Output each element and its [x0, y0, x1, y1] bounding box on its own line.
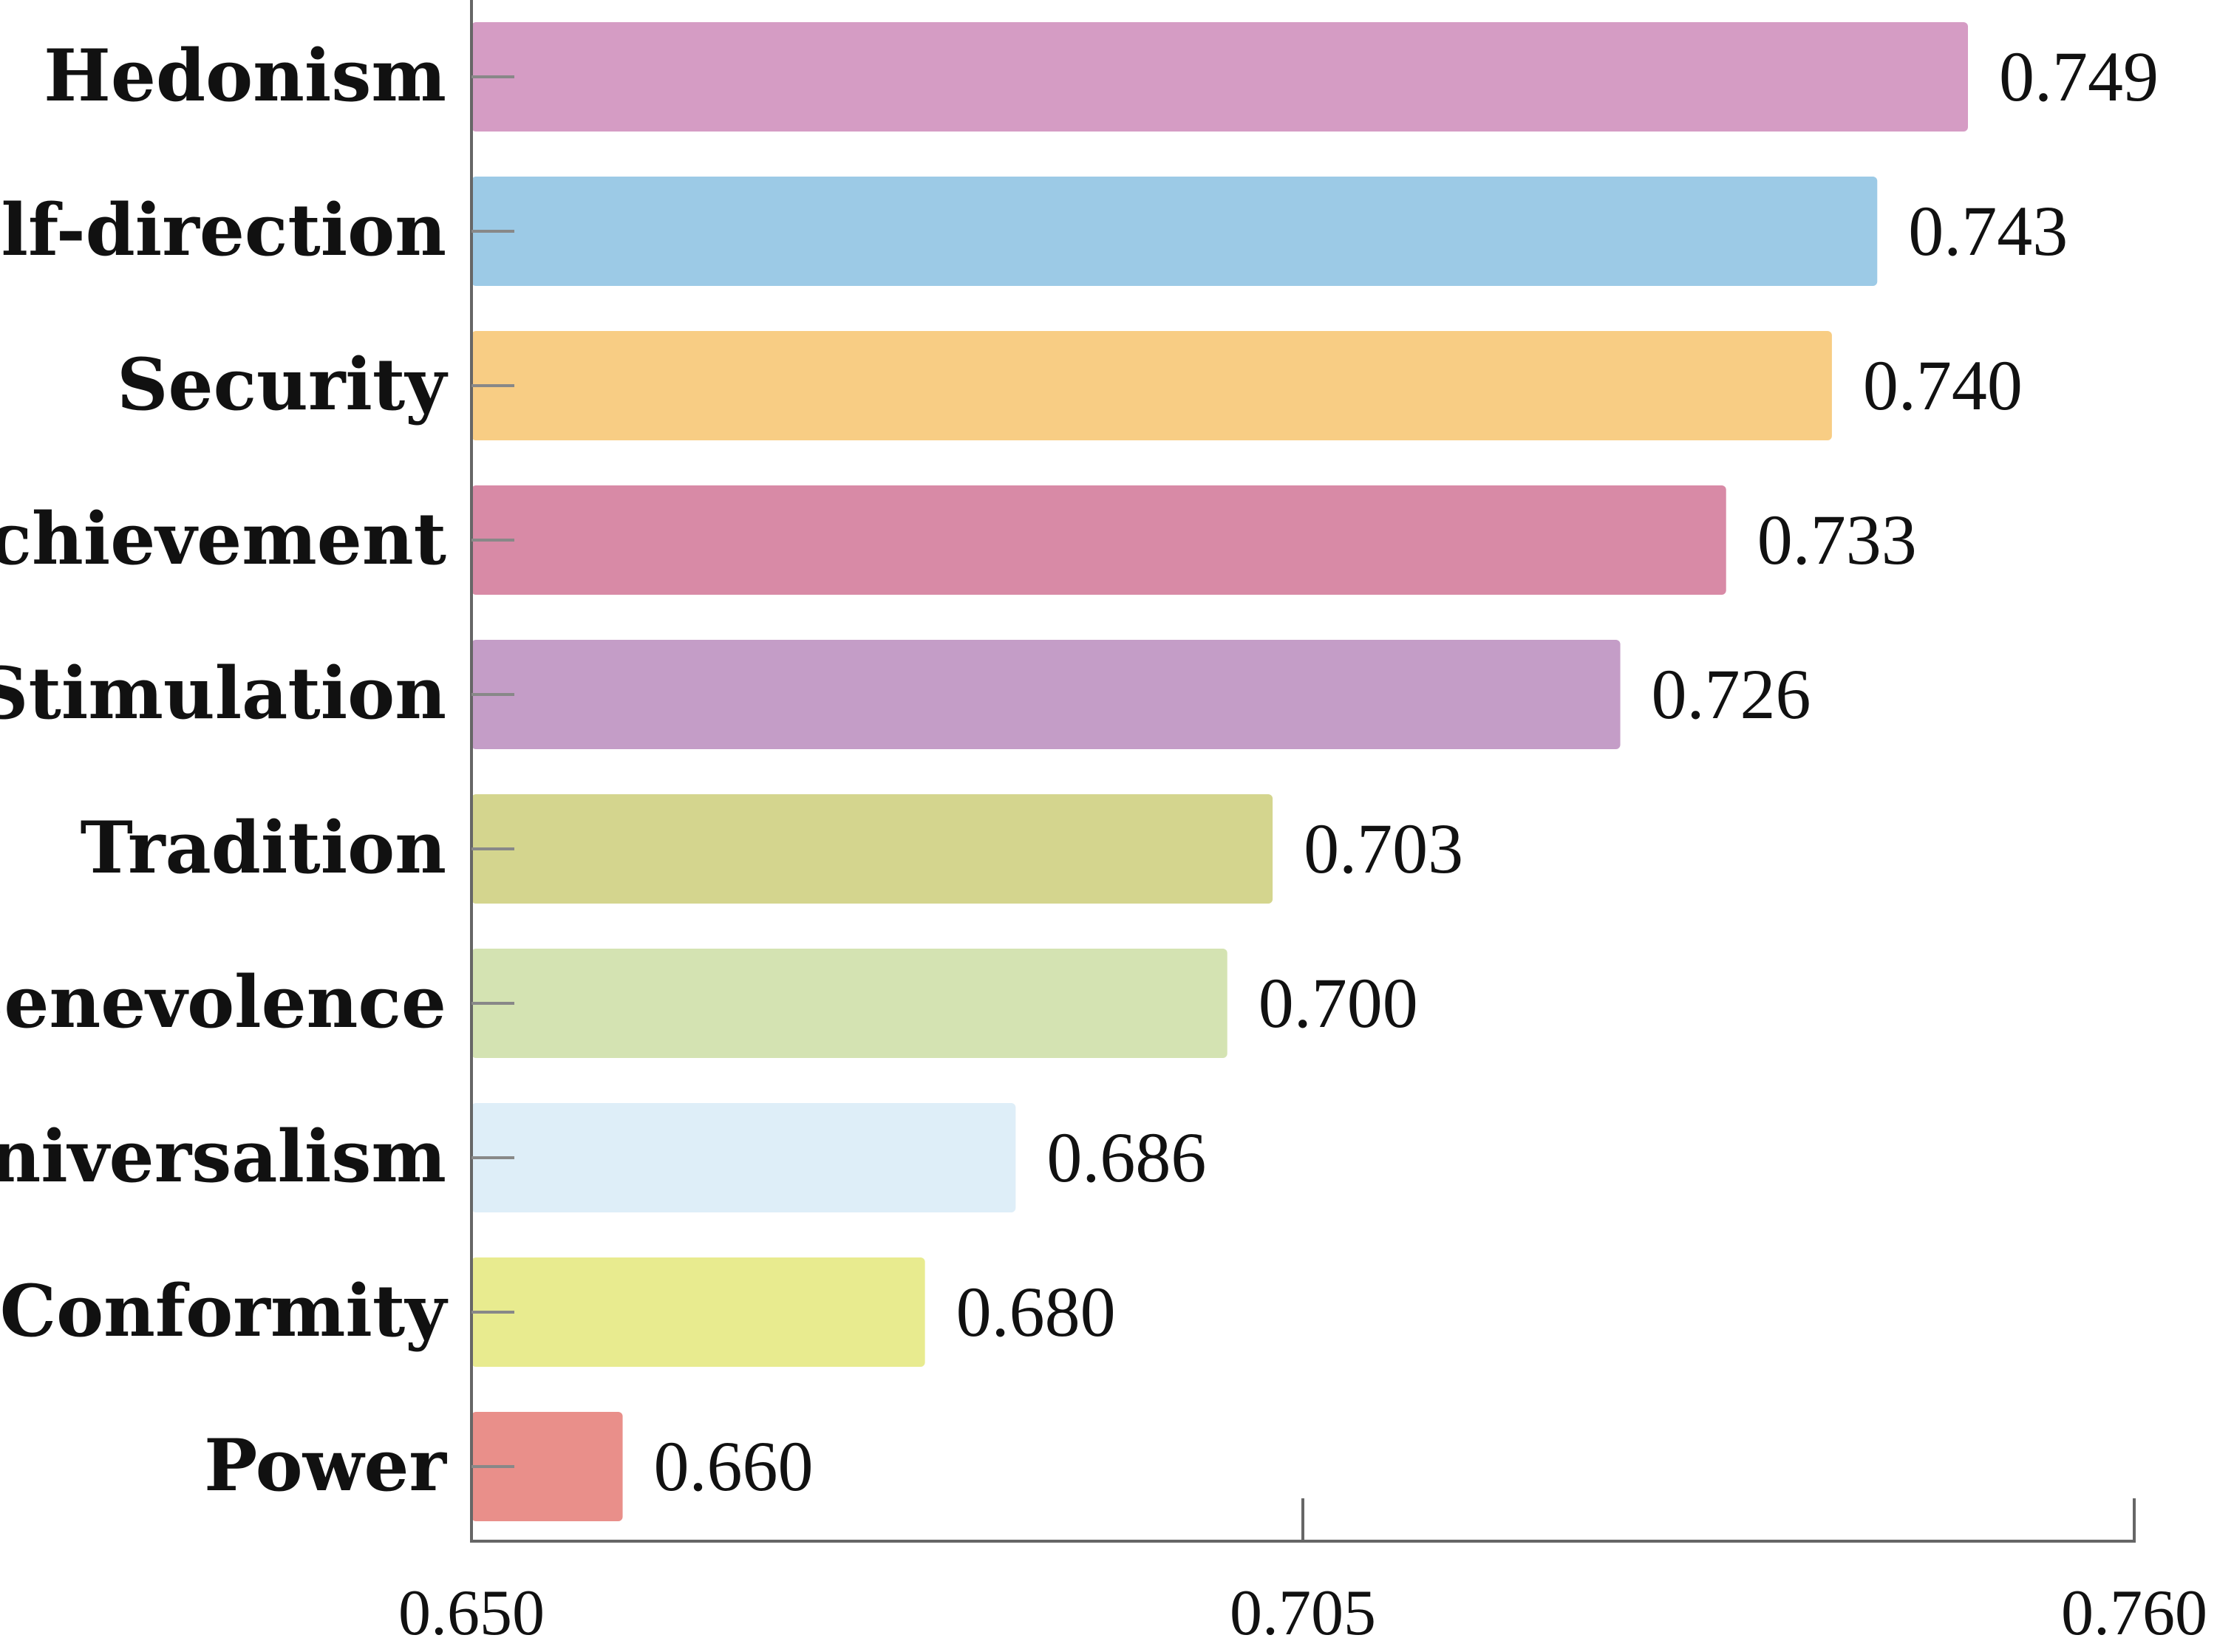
- category-label: Conformity: [0, 1269, 449, 1353]
- value-label: 0.680: [956, 1272, 1116, 1351]
- bars-group: [471, 22, 1968, 1521]
- labels-group: Hedonism 0.749 Self-direction 0.743 Security…: [0, 34, 2207, 1649]
- category-label: Power: [204, 1424, 447, 1507]
- category-label: Stimulation: [0, 652, 446, 735]
- category-label: Benevolence: [0, 960, 446, 1044]
- x-tick-label: 0.650: [398, 1577, 545, 1649]
- bar-power: [471, 1412, 623, 1521]
- category-label: Security: [117, 343, 449, 426]
- bar-stimulation: [471, 640, 1621, 749]
- category-label: Tradition: [81, 806, 446, 890]
- bar-conformity: [471, 1257, 925, 1367]
- value-label: 0.703: [1304, 809, 1463, 888]
- x-tick-label: 0.760: [2061, 1577, 2207, 1649]
- value-label: 0.743: [1908, 191, 2068, 270]
- value-label: 0.700: [1259, 963, 1418, 1042]
- bar-hedonism: [471, 22, 1968, 132]
- category-label: Self-direction: [0, 188, 446, 272]
- value-label: 0.733: [1757, 500, 1917, 579]
- value-label: 0.740: [1863, 346, 2023, 425]
- category-label: Achievement: [0, 497, 446, 581]
- value-label: 0.686: [1046, 1118, 1206, 1197]
- bar-universalism: [471, 1103, 1016, 1212]
- bar-achievement: [471, 485, 1726, 595]
- value-label: 0.660: [654, 1427, 814, 1506]
- x-tick-label: 0.705: [1230, 1577, 1376, 1649]
- value-label: 0.749: [1999, 37, 2159, 116]
- bar-benevolence: [471, 949, 1227, 1058]
- category-label: Hedonism: [44, 34, 446, 117]
- value-label: 0.726: [1652, 655, 1811, 734]
- bar-self-direction: [471, 177, 1878, 286]
- bar-tradition: [471, 794, 1273, 904]
- category-label: Universalism: [0, 1115, 446, 1198]
- bar-security: [471, 331, 1832, 440]
